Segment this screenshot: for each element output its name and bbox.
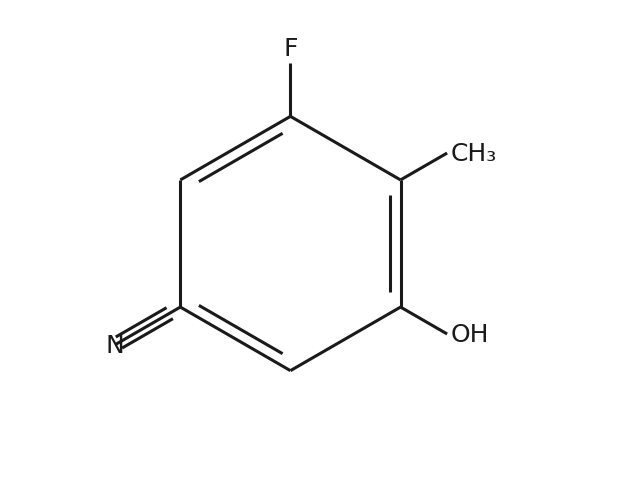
Text: CH₃: CH₃	[451, 142, 497, 166]
Text: F: F	[283, 37, 298, 61]
Text: N: N	[105, 333, 124, 357]
Text: OH: OH	[451, 322, 490, 346]
